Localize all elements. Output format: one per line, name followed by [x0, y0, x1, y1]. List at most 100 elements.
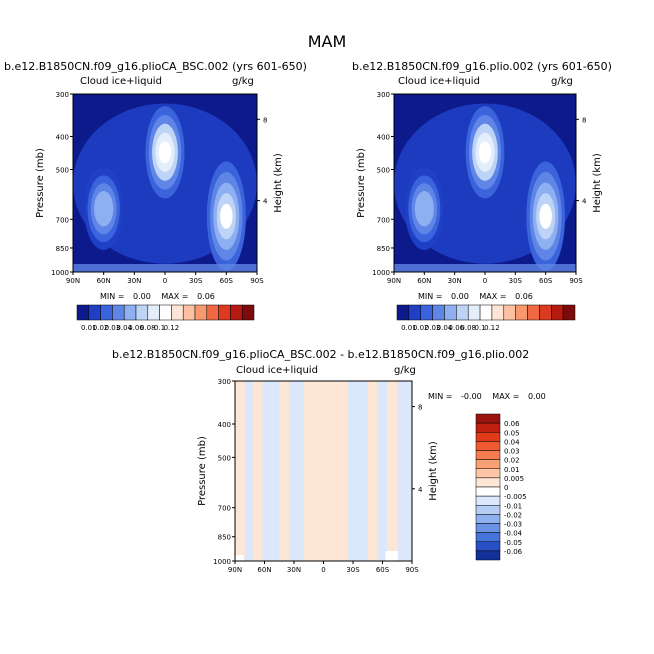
panel2-colorbar-box-8: [491, 304, 505, 321]
panel1-ytick-label-2: 500: [56, 167, 69, 175]
panel3-colorbar-box-15: [475, 550, 501, 561]
panel3-xtick-label-3: 0: [321, 566, 325, 574]
panel3-colorbar-label-1: 0.05: [504, 429, 520, 437]
panel2-field: [394, 94, 576, 272]
panel3-colorbar-label-7: 0: [504, 484, 508, 492]
panel1-ytick-label-4: 850: [56, 245, 69, 253]
panel3-ytick-label-1: 400: [218, 421, 231, 429]
panel3-colorbar-box-3: [475, 441, 501, 451]
panel3-ytick-label-5: 1000: [213, 558, 231, 566]
panel1-colorbar-box-10: [194, 304, 208, 321]
panel1-colorbar-label-3: 0.04: [116, 324, 132, 332]
panel2-ytick-label-2: 500: [377, 167, 390, 175]
panel2-surface-band: [394, 264, 576, 272]
panel2-colorbar-box-4: [444, 304, 457, 321]
panel2-colorbar-box-2: [420, 304, 433, 321]
panel1-y2tick-label-0: 8: [263, 116, 267, 124]
panel3-colorbar-box-12: [475, 523, 501, 533]
panel3-xtick-label-2: 30N: [287, 566, 301, 574]
panel2-max-label: MAX =: [479, 292, 507, 301]
panel1-y2tick-label-1: 4: [263, 198, 268, 206]
panel2-colorbar-box-0: [396, 304, 410, 321]
panel3-colorbar-box-6: [475, 468, 501, 479]
panel1-colorbar-label-5: 0.08: [140, 324, 156, 332]
panel2-y2label: Height (km): [592, 153, 603, 213]
panel2-colorbar-box-10: [515, 304, 528, 321]
panel2-colorbar-label-4: 0.06: [449, 324, 465, 332]
panel1-ytick-label-0: 300: [56, 91, 69, 99]
panel1-colorbar-box-9: [182, 304, 196, 321]
panel3-y2label: Height (km): [428, 441, 439, 501]
panel1-colorbar-box-1: [88, 304, 101, 321]
panel3-xtick-label-6: 90S: [405, 566, 419, 574]
panel3-colorbar-box-7: [475, 477, 501, 488]
panel1-colorbar-box-12: [218, 304, 231, 321]
panel3-colorbar-box-13: [475, 532, 501, 542]
panel3-xtick-label-1: 60N: [257, 566, 271, 574]
panel1-xtick-label-0: 90N: [66, 277, 80, 285]
panel1-feature-2-level-4: [97, 198, 110, 219]
panel3-ytick-label-4: 850: [218, 534, 231, 542]
panel2-colorbar-box-9: [503, 304, 516, 321]
panel1-xtick-label-5: 60S: [220, 277, 234, 285]
panel3-colorbar-box-0: [475, 413, 501, 424]
panel1-ytick-label-1: 400: [56, 134, 69, 142]
panel3-colorbar-label-5: 0.01: [504, 466, 520, 474]
panel1-colorbar-label-1: 0.02: [93, 324, 109, 332]
panel3-white-patch-left: [235, 555, 244, 561]
panel1-colorbar-box-5: [135, 304, 149, 321]
panel1-ylabel: Pressure (mb): [35, 148, 46, 218]
panel3-colorbar-box-2: [475, 432, 501, 442]
panel3-band-2: [279, 381, 290, 561]
panel2-feature-1-level-4: [539, 203, 552, 229]
panel1-colorbar-box-6: [147, 304, 160, 321]
panel3-right-subtitle: g/kg: [394, 365, 416, 376]
panel1-colorbar-label-2: 0.03: [105, 324, 121, 332]
panel1-title: b.e12.B1850CN.f09_g16.plioCA_BSC.002 (yr…: [4, 60, 307, 73]
panel1-stats: MIN = 0.00 MAX = 0.06: [100, 292, 215, 301]
panel1-min-value: 0.00: [133, 292, 151, 301]
panel3-colorbar-label-13: -0.05: [504, 539, 522, 547]
panel3-xtick-label-4: 30S: [346, 566, 360, 574]
panel1-ytick-label-3: 700: [56, 216, 69, 224]
panel3-band-0: [235, 381, 245, 561]
panel2-ytick-label-4: 850: [377, 245, 390, 253]
panel2-xtick-label-0: 90N: [387, 277, 401, 285]
panel3-max-label: MAX =: [492, 392, 520, 401]
panel2-xtick-label-2: 30N: [448, 277, 462, 285]
panel2-colorbar-box-12: [539, 304, 552, 321]
panel3-xtick-label-0: 90N: [228, 566, 242, 574]
panel1-xtick-label-1: 60N: [97, 277, 111, 285]
panel3-stats: MIN = -0.00 MAX = 0.00: [428, 392, 546, 401]
panel2-colorbar-label-3: 0.04: [437, 324, 453, 332]
panel1-feature-0-level-4: [158, 141, 172, 164]
panel3-colorbar-box-10: [475, 505, 501, 515]
panel2-colorbar-box-3: [432, 304, 445, 321]
panel2-feature-2-level-4: [418, 198, 431, 219]
panel3-colorbar-box-5: [475, 459, 501, 469]
panel3-ytick-label-0: 300: [218, 378, 231, 386]
panel3-min-value: -0.00: [461, 392, 482, 401]
panel2-title: b.e12.B1850CN.f09_g16.plio.002 (yrs 601-…: [352, 60, 612, 73]
panel2-colorbar-box-7: [479, 304, 493, 321]
panel3-left-subtitle: Cloud ice+liquid: [236, 365, 318, 376]
panel3-colorbar-box-14: [475, 541, 501, 552]
panel2-colorbar-label-2: 0.03: [425, 324, 441, 332]
panel3-colorbar-label-11: -0.03: [504, 521, 522, 529]
panel1-colorbar-label-0: 0.01: [81, 324, 97, 332]
panel2-colorbar-box-6: [467, 304, 481, 321]
panel3-band-5: [387, 381, 398, 561]
panel3-y2tick-label-0: 8: [418, 404, 422, 412]
panel1-max-value: 0.06: [197, 292, 215, 301]
panel1-right-subtitle: g/kg: [232, 76, 254, 87]
panel3-colorbar-label-0: 0.06: [504, 420, 520, 428]
panel3-colorbar-box-4: [475, 450, 501, 460]
panel2-ytick-label-0: 300: [377, 91, 390, 99]
panel3-field: [235, 381, 412, 561]
panel3-colorbar-label-4: 0.02: [504, 457, 520, 465]
panel1-xtick-label-6: 90S: [250, 277, 264, 285]
panel1-min-label: MIN =: [100, 292, 125, 301]
panel2-stats: MIN = 0.00 MAX = 0.06: [418, 292, 533, 301]
panel3-ytick-label-2: 500: [218, 454, 231, 462]
